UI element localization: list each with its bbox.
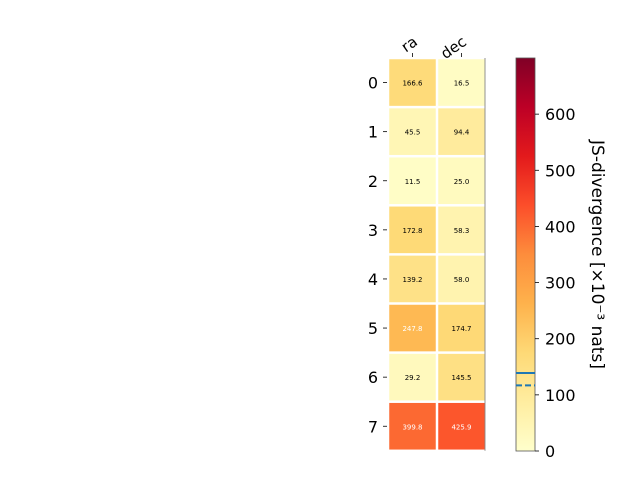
cell-value-label: 425.9 — [451, 423, 471, 431]
colorbar-gradient — [515, 57, 536, 452]
heatmap-cell — [389, 108, 436, 155]
colorbar-tick-label: 0 — [545, 442, 555, 461]
colorbar-tick-label: 200 — [545, 330, 576, 349]
cell-value-label: 16.5 — [454, 80, 470, 88]
heatmap-cell — [438, 353, 485, 401]
cell-value-label: 45.5 — [405, 129, 421, 137]
y-tick-label: 7 — [368, 417, 378, 436]
heatmap-cell — [389, 157, 436, 205]
heatmap-cell — [389, 206, 436, 254]
heatmap-cells: 166.6 16.5 45.5 94.4 11.5 25.0 172.8 58.3 139.2 5… — [389, 59, 485, 450]
heatmap-cell — [438, 59, 485, 106]
heatmap-cell — [389, 402, 436, 450]
heatmap-cell — [389, 59, 436, 106]
y-tick-label: 1 — [368, 123, 378, 142]
cell-value-label: 11.5 — [405, 178, 421, 186]
cell-value-label: 145.5 — [451, 374, 471, 382]
cell-value-label: 172.8 — [402, 227, 422, 235]
y-tick-label: 2 — [368, 172, 378, 191]
colorbar-tick-label: 500 — [545, 161, 576, 180]
heatmap-cell — [438, 304, 485, 352]
cell-value-label: 166.6 — [402, 80, 423, 88]
heatmap-cell — [438, 206, 485, 254]
cell-value-label: 58.0 — [454, 276, 470, 284]
colorbar-tick-label: 300 — [545, 274, 576, 293]
cell-value-label: 139.2 — [402, 276, 422, 284]
y-tick-label: 4 — [368, 270, 378, 289]
colorbar: 0 100 200 300 400 500 600 JS-divergence [×10⁻³ … — [515, 57, 607, 461]
y-tick-label: 0 — [368, 74, 378, 93]
heatmap-cell — [389, 255, 436, 303]
cell-value-label: 399.8 — [402, 423, 422, 431]
cell-value-label: 94.4 — [454, 129, 470, 137]
heatmap-cell — [438, 255, 485, 303]
colorbar-tick-label: 600 — [545, 105, 576, 124]
colorbar-tick-label: 100 — [545, 386, 576, 405]
cell-value-label: 29.2 — [405, 374, 421, 382]
cell-value-label: 25.0 — [454, 178, 470, 186]
y-tick-label: 3 — [368, 221, 378, 240]
heatmap-cell — [389, 304, 436, 352]
y-tick-label: 6 — [368, 368, 378, 387]
colorbar-label: JS-divergence [×10⁻³ nats] — [587, 139, 607, 369]
heatmap-cell — [389, 353, 436, 401]
heatmap-cell — [438, 402, 485, 450]
cell-value-label: 247.8 — [402, 325, 422, 333]
x-tick-label: ra — [398, 33, 421, 57]
colorbar-tick-label: 400 — [545, 217, 576, 236]
y-tick-label: 5 — [368, 319, 378, 338]
heatmap-cell — [438, 108, 485, 155]
cell-value-label: 58.3 — [454, 227, 470, 235]
heatmap-cell — [438, 157, 485, 205]
x-tick-label: dec — [437, 33, 469, 63]
cell-value-label: 174.7 — [451, 325, 471, 333]
